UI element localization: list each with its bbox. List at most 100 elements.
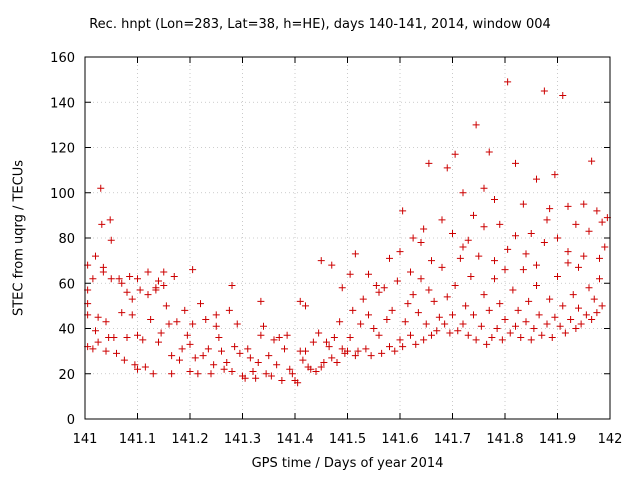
data-point-marker — [372, 282, 380, 290]
data-point-marker — [590, 295, 598, 303]
data-point-marker — [346, 334, 354, 342]
data-point-marker — [160, 268, 168, 276]
data-point-marker — [110, 334, 118, 342]
data-point-marker — [215, 334, 223, 342]
x-tick-label: 141.4 — [276, 432, 313, 447]
data-point-marker — [480, 223, 488, 231]
data-point-marker — [480, 291, 488, 299]
chart-title: Rec. hnpt (Lon=283, Lat=38, h=HE), days … — [89, 17, 551, 32]
data-point-marker — [152, 284, 160, 292]
data-point-marker — [501, 315, 509, 323]
data-point-marker — [491, 275, 498, 283]
data-point-marker — [388, 306, 396, 314]
data-point-marker — [480, 184, 488, 192]
data-point-marker — [504, 78, 512, 86]
y-tick-label: 160 — [50, 51, 75, 66]
data-point-marker — [128, 311, 136, 319]
data-point-marker — [407, 331, 414, 339]
data-point-marker — [596, 275, 603, 283]
data-point-marker — [575, 263, 582, 271]
data-point-marker — [498, 336, 506, 344]
data-point-marker — [189, 320, 197, 328]
data-point-marker — [449, 229, 456, 237]
data-point-marker — [134, 331, 141, 339]
data-point-marker — [165, 320, 173, 328]
data-point-marker — [527, 336, 535, 344]
data-point-marker — [375, 288, 383, 296]
data-point-marker — [328, 354, 336, 362]
data-point-marker — [488, 334, 496, 342]
y-axis-label: STEC from uqrg / TECUs — [11, 159, 27, 317]
y-tick-label: 80 — [58, 232, 75, 247]
data-point-marker — [147, 315, 155, 323]
data-point-marker — [299, 356, 307, 364]
data-point-marker — [236, 349, 244, 357]
data-point-marker — [281, 345, 288, 353]
data-point-marker — [525, 297, 533, 305]
data-point-marker — [254, 358, 262, 366]
data-point-marker — [572, 220, 580, 228]
data-point-marker — [288, 370, 296, 378]
data-point-marker — [399, 207, 407, 215]
data-point-marker — [309, 338, 317, 346]
data-point-marker — [477, 322, 485, 330]
data-point-marker — [588, 157, 596, 165]
data-point-marker — [470, 211, 477, 219]
data-point-marker — [543, 216, 551, 224]
data-point-marker — [438, 263, 446, 271]
data-point-marker — [139, 336, 147, 344]
data-point-marker — [102, 318, 110, 326]
y-tick-label: 40 — [58, 323, 75, 338]
data-point-marker — [252, 374, 260, 382]
data-point-marker — [572, 325, 580, 332]
data-point-marker — [223, 358, 231, 366]
data-point-marker — [212, 311, 220, 319]
data-point-marker — [349, 306, 357, 314]
data-point-marker — [467, 272, 475, 280]
data-point-marker — [582, 311, 590, 319]
data-point-marker — [546, 295, 554, 303]
data-point-marker — [106, 216, 114, 224]
data-point-marker — [380, 284, 388, 292]
data-point-marker — [459, 320, 467, 328]
x-tick-label: 141.9 — [539, 432, 576, 447]
data-point-marker — [514, 306, 522, 314]
data-point-marker — [580, 252, 588, 260]
data-point-marker — [493, 325, 501, 332]
x-tick-label: 141.8 — [486, 432, 523, 447]
data-point-marker — [407, 268, 414, 276]
data-point-marker — [564, 259, 572, 267]
y-tick-label: 120 — [50, 142, 75, 157]
data-point-marker — [422, 320, 430, 328]
data-point-marker — [99, 268, 107, 276]
data-point-marker — [323, 338, 330, 346]
data-point-marker — [134, 365, 141, 373]
data-point-marker — [443, 293, 451, 301]
data-point-marker — [593, 309, 601, 317]
data-point-marker — [501, 266, 509, 274]
data-point-marker — [365, 311, 372, 319]
data-point-marker — [120, 356, 128, 364]
data-point-marker — [186, 367, 194, 375]
data-point-marker — [585, 284, 593, 292]
data-point-marker — [246, 354, 254, 362]
data-point-marker — [144, 291, 152, 299]
data-point-marker — [359, 295, 367, 303]
data-point-marker — [94, 313, 102, 321]
y-tick-label: 20 — [58, 368, 75, 383]
data-point-marker — [375, 331, 383, 339]
data-point-marker — [433, 327, 441, 335]
data-point-marker — [294, 379, 302, 387]
data-point-marker — [446, 329, 454, 337]
data-point-marker — [540, 239, 548, 247]
data-point-marker — [302, 347, 309, 355]
data-point-marker — [194, 370, 202, 378]
data-point-marker — [317, 257, 325, 265]
data-point-marker — [519, 200, 527, 208]
data-point-marker — [204, 345, 212, 353]
data-point-marker — [189, 266, 197, 274]
data-point-marker — [396, 248, 404, 256]
data-point-marker — [160, 282, 168, 290]
data-point-marker — [593, 207, 601, 215]
